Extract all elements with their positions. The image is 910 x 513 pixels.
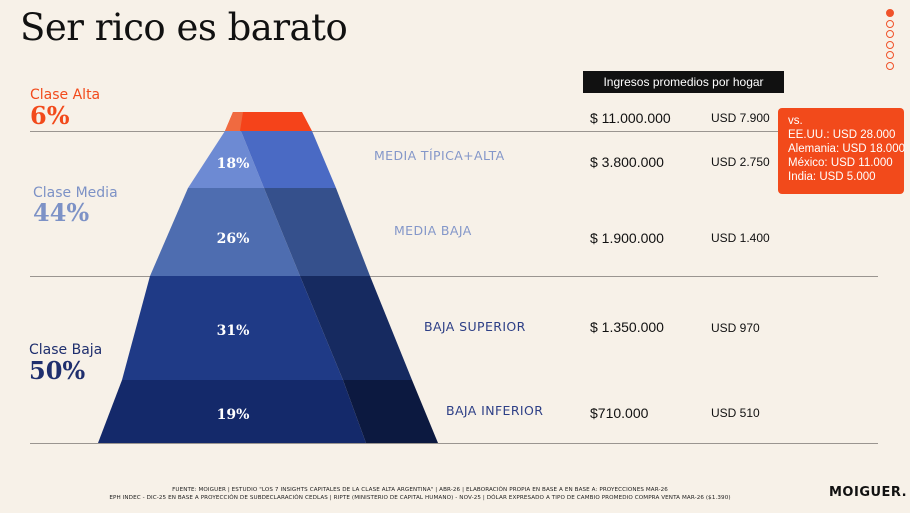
footnote-line-1: FUENTE: MOIGUER | ESTUDIO "LOS 7 INSIGHT… [172,487,668,493]
divider-baja [30,443,878,444]
income-header: Ingresos promedios por hogar [583,71,784,93]
income-ars-alta: $ 11.000.000 [590,110,671,126]
pyramid-tier-1-right [241,131,336,188]
pagination-dot[interactable] [886,51,894,59]
income-usd-baja-superior: USD 970 [711,321,760,335]
segment-label-baja-inferior: BAJA INFERIOR [446,403,544,418]
pyramid-pct-3: 31% [217,323,250,339]
pagination-dots [886,9,898,72]
footnote-line-2: EPH INDEC - DIC-25 EN BASE A PROYECCIÓN … [109,494,731,501]
page-title: Ser rico es barato [20,6,348,49]
income-usd-media-tipica-alta: USD 2.750 [711,155,770,169]
pyramid-tier-2-left [150,188,300,276]
pyramid-tier-2-right [264,188,370,276]
class-alta-pct: 6% [30,101,70,130]
income-ars-baja-superior: $ 1.350.000 [590,319,664,335]
divider-alta [30,131,878,132]
source-footnote: FUENTE: MOIGUER | ESTUDIO "LOS 7 INSIGHT… [40,487,800,502]
income-usd-alta: USD 7.900 [711,111,770,125]
income-ars-baja-inferior: $710.000 [590,405,649,421]
class-media-label: Clase Media [33,185,118,201]
income-usd-media-baja: USD 1.400 [711,231,770,245]
brand-logo: MOIGUER. [829,485,908,500]
pagination-dot[interactable] [886,30,894,38]
callout-line-mexico: México: USD 11.000 [788,157,893,169]
pyramid-pct-1: 18% [217,156,250,172]
pyramid-tier-alta [225,112,312,131]
pyramid-tier-4-right [343,380,438,443]
pyramid-tier-1-left [188,131,264,188]
pagination-dot[interactable] [886,40,894,49]
segment-label-media-baja: MEDIA BAJA [394,223,472,238]
class-baja-pct: 50% [29,356,86,385]
class-baja-label: Clase Baja [29,342,103,358]
class-alta-label: Clase Alta [30,87,101,103]
pyramid-tier-3-right [300,276,412,380]
pagination-dot[interactable] [886,19,894,28]
segment-label-baja-superior: BAJA SUPERIOR [424,319,526,334]
callout-line-india: India: USD 5.000 [788,171,876,183]
divider-media [30,276,878,277]
class-media-pct: 44% [33,198,90,227]
income-usd-baja-inferior: USD 510 [711,406,760,420]
callout-heading: vs. [788,115,803,127]
income-ars-media-tipica-alta: $ 3.800.000 [590,154,664,170]
segment-label-media-tipica-alta: MEDIA TÍPICA+ALTA [374,148,505,163]
callout-line-usa: EE.UU.: USD 28.000 [788,129,896,141]
pagination-dot[interactable] [886,61,894,70]
income-ars-media-baja: $ 1.900.000 [590,230,664,246]
callout-line-germany: Alemania: USD 18.000 [788,143,905,155]
pyramid-pct-4: 19% [217,407,250,423]
pyramid-tier-4-left [98,380,366,443]
comparison-callout: vs. EE.UU.: USD 28.000 Alemania: USD 18.… [778,108,905,194]
pyramid-pct-2: 26% [217,231,250,247]
pyramid-tier-alta-shade [225,112,243,131]
pagination-dot[interactable] [886,9,894,17]
pyramid-tier-3-left [122,276,343,380]
